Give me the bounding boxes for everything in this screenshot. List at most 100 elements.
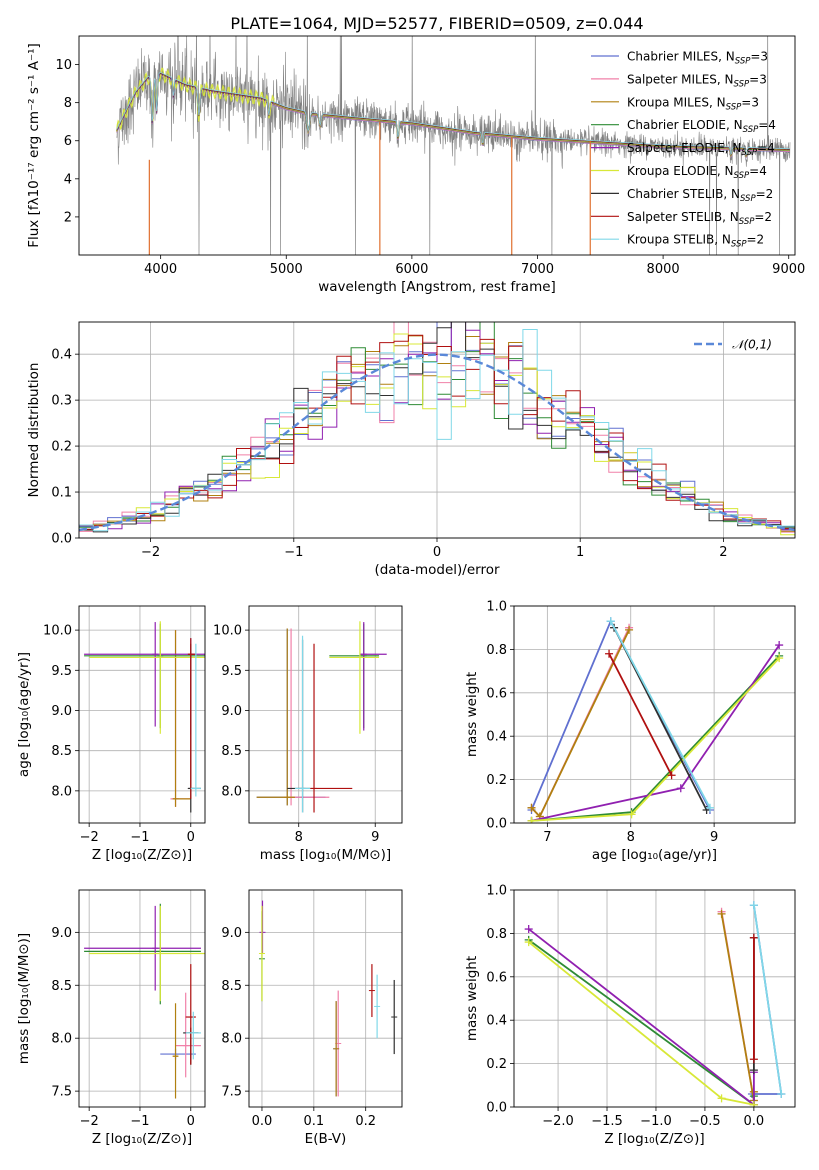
spectrum-xtick-label: 5000 <box>270 262 303 277</box>
spectrum-ytick-label: 4 <box>64 172 72 187</box>
mass_vs_Z-panel: −2 −1 0 7.5 8.0 8.5 9.0 Z [log₁₀(Z/Z⊙)] mass [lo… <box>16 889 206 1147</box>
massweight_vs_age-marker-5 <box>627 810 636 819</box>
mass_vs_Z-xtick-label: −1 <box>130 1114 149 1129</box>
age_vs_mass-plot-area <box>256 621 387 813</box>
age_vs_Z-xlabel: Z [log₁₀(Z/Z⊙)] <box>92 847 192 863</box>
massweight_vs_age-frame <box>513 605 796 824</box>
massweight_vs_Z-marker-8 <box>749 901 758 910</box>
residuals-xtick-label: −1 <box>284 545 303 560</box>
mass_vs_Z-ytick-label: 7.5 <box>51 1085 72 1100</box>
massweight_vs_age-marker-2 <box>625 625 634 634</box>
age_vs_Z-ytick-label: 9.5 <box>51 664 72 679</box>
massweight_vs_Z-xtick-label: −1.0 <box>640 1114 672 1129</box>
residuals-xtick-label: 2 <box>719 545 727 560</box>
age_vs_Z-frame <box>78 605 206 824</box>
mass_vs_Z-ytick-label: 9.0 <box>51 926 72 941</box>
massweight_vs_Z-marker-7 <box>749 1055 758 1064</box>
age_vs_mass-xtick-label: 9 <box>371 830 379 845</box>
massweight_vs_Z-ytick-label: 0.4 <box>486 1014 507 1029</box>
massweight_vs_age-ytick-label: 0.8 <box>486 643 507 658</box>
massweight_vs_Z-series-8 <box>753 905 783 1095</box>
massweight_vs_Z-marker-7 <box>749 933 758 942</box>
mass_vs_ebv-xtick-label: 0.2 <box>355 1114 376 1129</box>
legend-label-7: Salpeter STELIB, NSSP=2 <box>627 210 772 227</box>
residuals-ytick-label: 0.4 <box>51 348 72 363</box>
massweight_vs_age-marker-5 <box>775 654 784 663</box>
massweight_vs_age-plot-area <box>527 617 784 823</box>
massweight_vs_age-ytick-label: 0.4 <box>486 730 507 745</box>
spectrum-ytick-label: 6 <box>64 134 72 149</box>
massweight_vs_Z-marker-5 <box>717 1094 726 1103</box>
massweight_vs_age-xtick-label: 7 <box>543 830 551 845</box>
spectrum-panel: 4000 5000 6000 7000 8000 9000 2 4 6 8 10 wavelength… <box>26 35 805 295</box>
mass_vs_Z-plot-area <box>84 903 205 1099</box>
legend-label-1: Salpeter MILES, NSSP=3 <box>627 72 767 89</box>
massweight_vs_Z-xtick-label: 0.0 <box>744 1114 765 1129</box>
massweight_vs_age-xlabel: age [log₁₀(age/yr)] <box>592 847 717 863</box>
mass_vs_ebv-frame <box>248 889 403 1108</box>
massweight_vs_age-ytick-label: 1.0 <box>486 600 507 615</box>
massweight_vs_Z-ylabel: mass weight <box>464 956 480 1041</box>
massweight_vs_age-marker-8 <box>705 803 714 812</box>
age_vs_mass-ytick-label: 8.5 <box>221 744 242 759</box>
age_vs_Z-xtick-label: 0 <box>187 830 195 845</box>
residuals-ytick-label: 0.0 <box>51 532 72 547</box>
massweight_vs_Z-marker-5 <box>524 938 533 947</box>
mass_vs_Z-ytick-label: 8.0 <box>51 1032 72 1047</box>
legend-label-0: Chabrier MILES, NSSP=3 <box>627 50 768 67</box>
spectrum-xtick-label: 9000 <box>772 262 805 277</box>
age_vs_Z-ytick-label: 10.0 <box>43 624 72 639</box>
spectrum-model-8 <box>116 72 790 156</box>
massweight_vs_Z-frame <box>513 889 796 1108</box>
residuals-ytick-label: 0.3 <box>51 394 72 409</box>
age_vs_Z-panel: −2 −1 0 8.0 8.5 9.0 9.5 10.0 Z [log₁₀(Z/Z⊙)] age … <box>16 605 206 863</box>
legend-label-3: Chabrier ELODIE, NSSP=4 <box>627 118 776 135</box>
residuals-xtick-label: −2 <box>141 545 160 560</box>
massweight_vs_Z-ytick-label: 1.0 <box>486 884 507 899</box>
mass_vs_Z-xtick-label: 0 <box>187 1114 195 1129</box>
figure-title: PLATE=1064, MJD=52577, FIBERID=0509, z=0… <box>230 14 643 33</box>
age_vs_Z-ytick-label: 9.0 <box>51 704 72 719</box>
massweight_vs_age-ytick-label: 0.2 <box>486 773 507 788</box>
residuals-plot-area <box>79 322 795 536</box>
age_vs_mass-frame <box>248 605 403 824</box>
spectrum-ylabel: Flux [fλ10⁻¹⁷ erg cm⁻² s⁻¹ A⁻¹] <box>26 43 42 248</box>
massweight_vs_Z-ytick-label: 0.0 <box>486 1101 507 1116</box>
massweight_vs_age-ytick-label: 0.6 <box>486 686 507 701</box>
residuals-ytick-label: 0.1 <box>51 486 72 501</box>
gaussian-curve <box>79 353 795 532</box>
legend-label-2: Kroupa MILES, NSSP=3 <box>627 95 759 112</box>
spectrum-xtick-label: 7000 <box>521 262 554 277</box>
mass_vs_ebv-plot-area <box>258 900 398 1097</box>
massweight_vs_age-marker-5 <box>527 816 536 823</box>
residuals-xlabel: (data-model)/error <box>374 562 500 578</box>
spectrum-ytick-label: 2 <box>64 210 72 225</box>
age_vs_mass-ytick-label: 9.5 <box>221 664 242 679</box>
massweight_vs_Z-xtick-label: −1.5 <box>591 1114 623 1129</box>
massweight_vs_age-panel: 7 8 9 0.0 0.2 0.4 0.6 0.8 1.0 age [log₁₀(age/yr)]… <box>464 600 796 863</box>
age_vs_Z-xtick-label: −2 <box>80 830 99 845</box>
mass_vs_Z-ytick-label: 8.5 <box>51 979 72 994</box>
legend-label-6: Chabrier STELIB, NSSP=2 <box>627 187 773 204</box>
mass_vs_Z-frame <box>78 889 206 1108</box>
mass_vs_ebv-ytick-label: 8.5 <box>221 979 242 994</box>
massweight_vs_age-series-8 <box>609 620 711 809</box>
legend-label-8: Kroupa STELIB, NSSP=2 <box>627 233 764 250</box>
mass_vs_Z-xlabel: Z [log₁₀(Z/Z⊙)] <box>92 1131 192 1147</box>
massweight_vs_Z-xtick-label: −0.5 <box>689 1114 721 1129</box>
mass_vs_ebv-ytick-label: 7.5 <box>221 1085 242 1100</box>
residual-hist-6 <box>79 322 795 533</box>
spectrum-xtick-label: 6000 <box>395 262 428 277</box>
mass_vs_ebv-xtick-label: 0.0 <box>252 1114 273 1129</box>
mass_vs_ebv-ytick-label: 8.0 <box>221 1032 242 1047</box>
legend-label-5: Kroupa ELODIE, NSSP=4 <box>627 164 767 181</box>
massweight_vs_age-marker-8 <box>606 617 615 626</box>
age_vs_mass-ytick-label: 8.0 <box>221 784 242 799</box>
mass_vs_Z-ylabel: mass [log₁₀(M/M⊙)] <box>16 933 32 1064</box>
mass_vs_ebv-ytick-label: 9.0 <box>221 926 242 941</box>
residuals-xtick-label: 1 <box>576 545 584 560</box>
massweight_vs_age-marker-2 <box>527 803 536 812</box>
spectrum-model-1 <box>116 74 790 159</box>
